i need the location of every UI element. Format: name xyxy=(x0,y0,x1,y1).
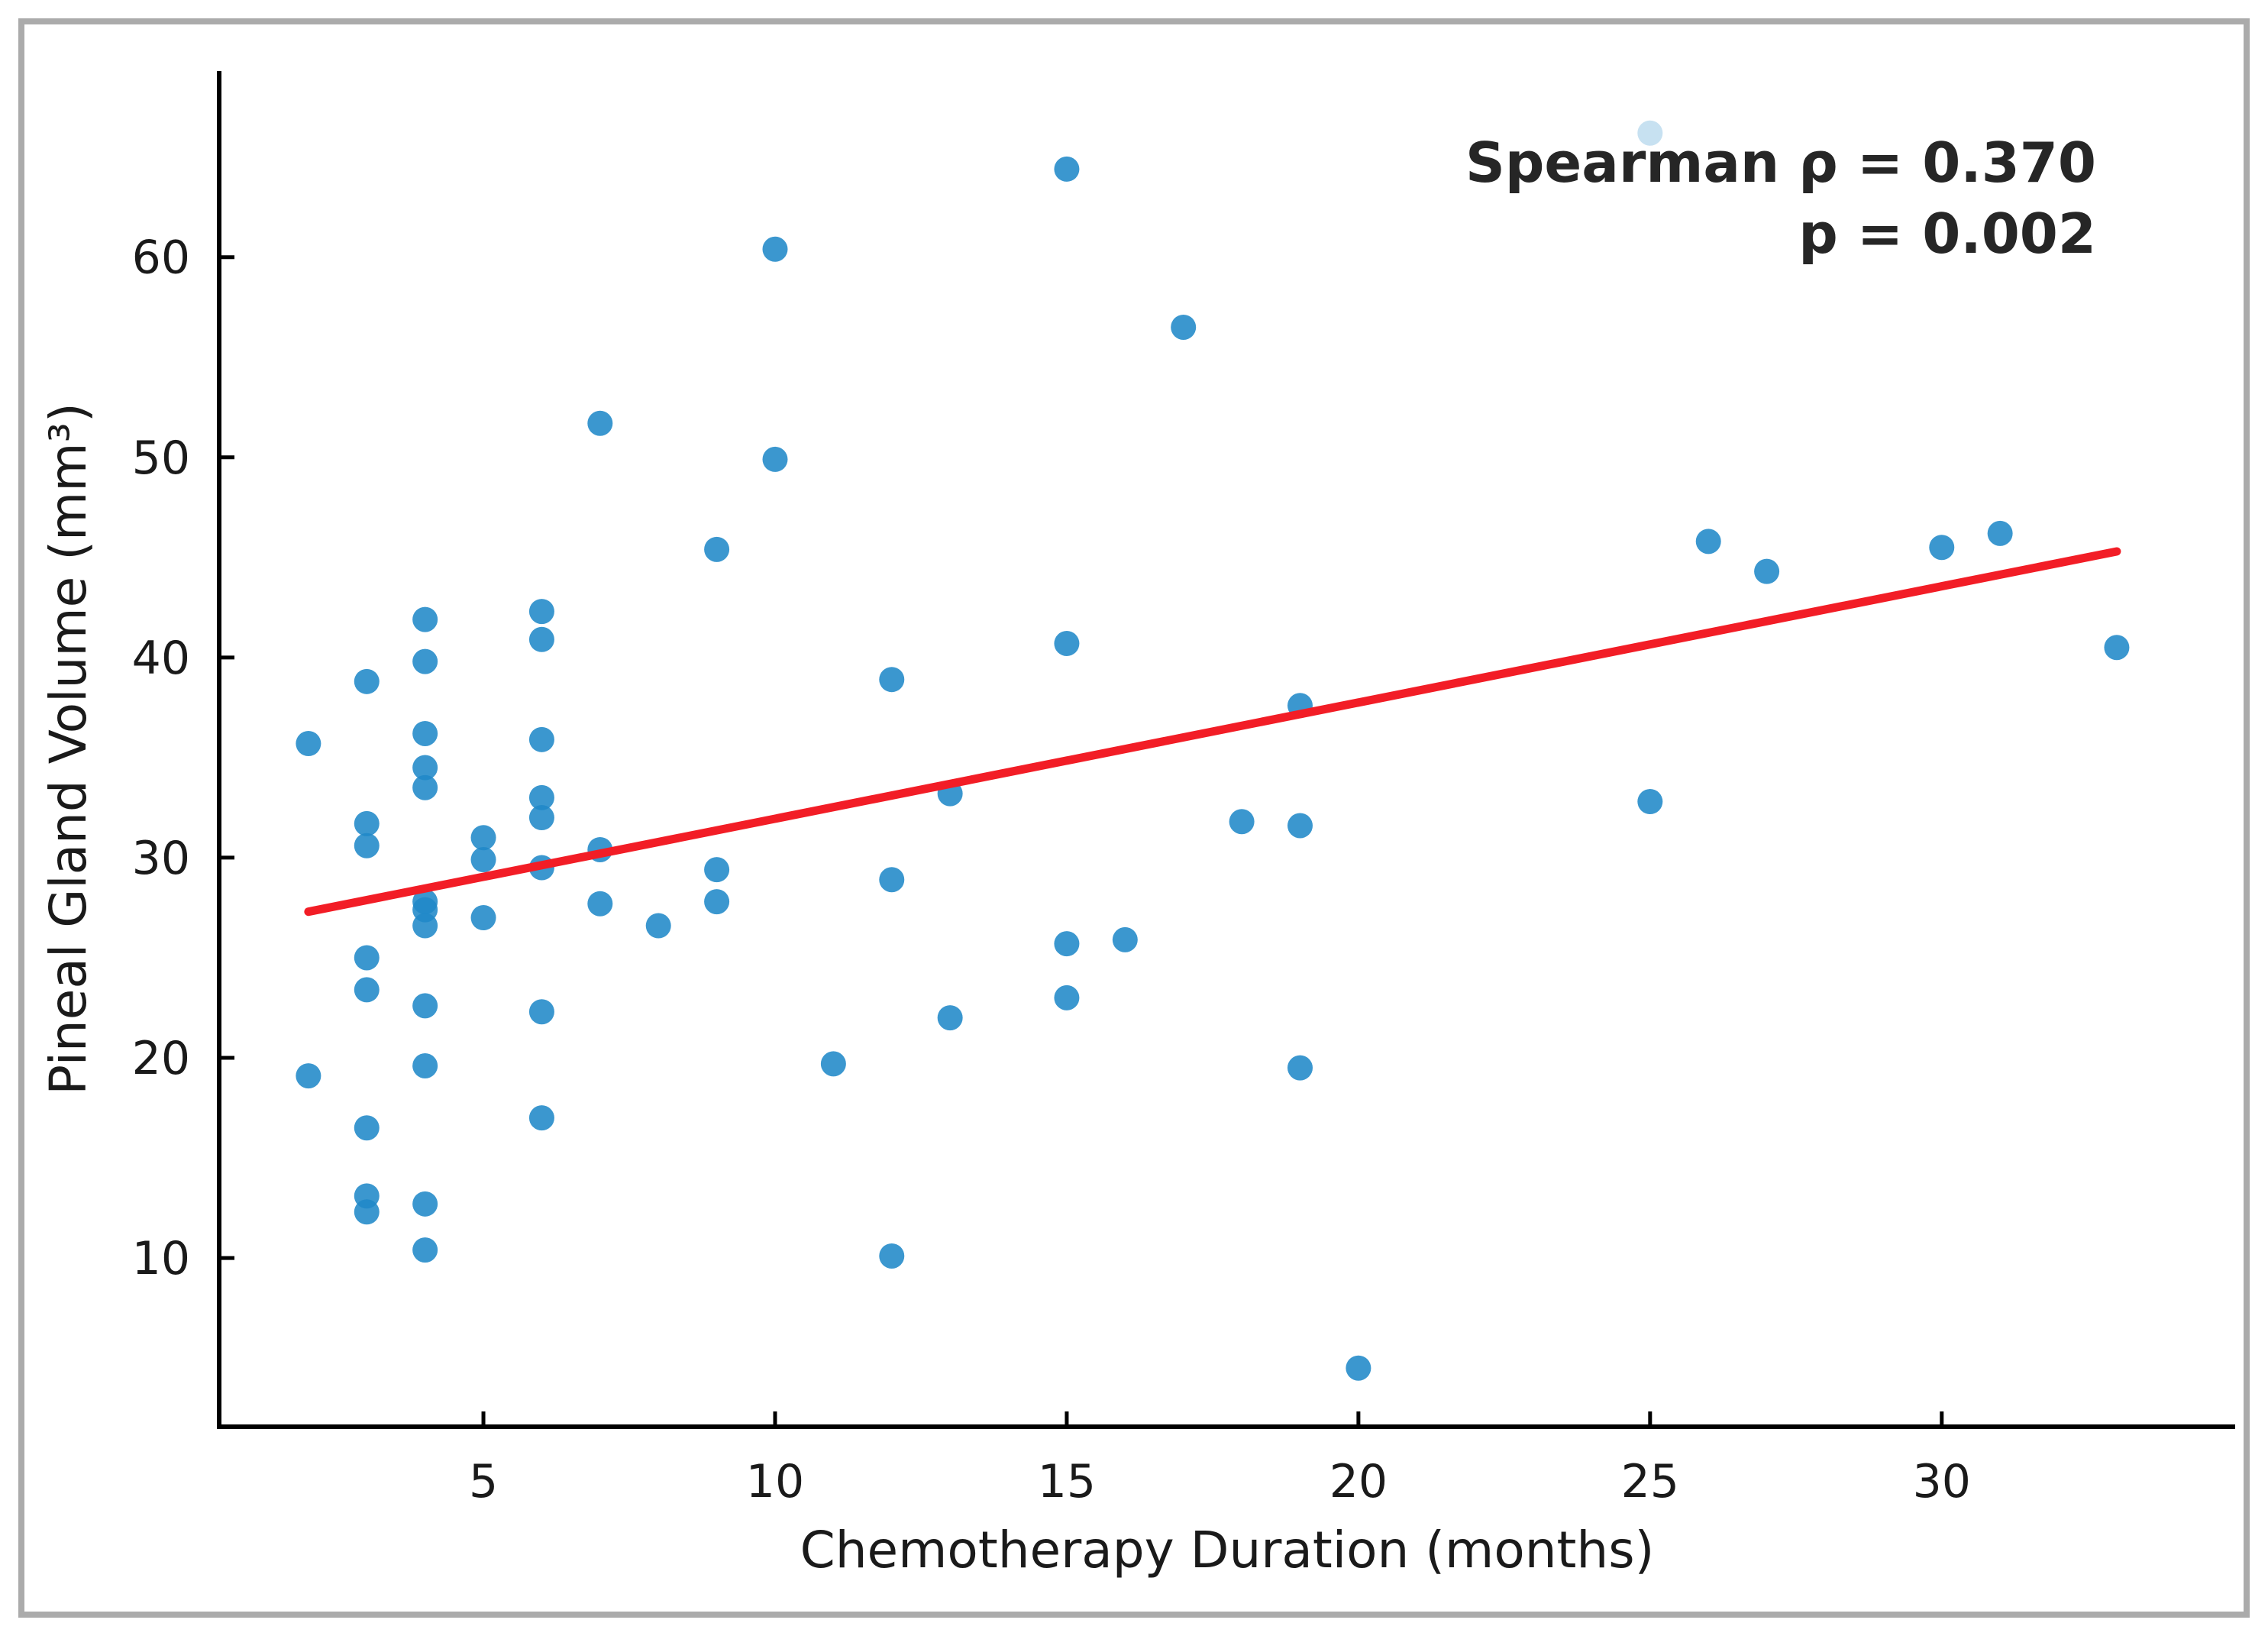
scatter-point xyxy=(412,755,438,781)
x-tick-label: 5 xyxy=(469,1455,498,1508)
scatter-point xyxy=(762,446,788,472)
x-tick-label: 25 xyxy=(1621,1455,1679,1508)
scatter-point xyxy=(704,857,730,883)
scatter-point xyxy=(354,668,380,694)
scatter-point xyxy=(704,889,730,915)
scatter-point xyxy=(820,1051,846,1077)
scatter-point xyxy=(1929,535,1955,561)
y-tick-label: 50 xyxy=(132,432,190,485)
scatter-point xyxy=(1287,1055,1313,1081)
scatter-point xyxy=(587,410,613,436)
scatter-point xyxy=(470,847,496,873)
scatter-point xyxy=(1171,314,1197,340)
scatter-point xyxy=(528,1105,554,1131)
scatter-point xyxy=(1695,529,1721,554)
scatter-point xyxy=(354,833,380,858)
regression-line xyxy=(304,547,2121,917)
scatter-point xyxy=(879,1243,905,1269)
regression-line-layer xyxy=(304,547,2121,917)
scatter-point xyxy=(704,536,730,562)
x-axis-label: Chemotherapy Duration (months) xyxy=(800,1521,1655,1579)
scatter-point xyxy=(1987,520,2013,546)
scatter-point xyxy=(412,993,438,1019)
scatter-point xyxy=(2104,635,2130,661)
annotation-spearman-rho: Spearman ρ = 0.370 xyxy=(1465,131,2096,195)
y-tick-label: 20 xyxy=(132,1032,190,1085)
scatter-point xyxy=(528,626,554,652)
scatter-point xyxy=(354,810,380,836)
scatter-point xyxy=(412,1191,438,1217)
scatter-point xyxy=(1754,558,1780,584)
scatter-point xyxy=(354,1115,380,1141)
scatter-point xyxy=(296,731,321,757)
scatter-point xyxy=(528,999,554,1025)
faded-scatter-point xyxy=(1637,120,1663,146)
scatter-point xyxy=(1054,985,1080,1010)
y-tick-label: 60 xyxy=(132,231,190,285)
scatter-point xyxy=(412,1237,438,1263)
y-tick-label: 40 xyxy=(132,632,190,685)
annotation-p-value: p = 0.002 xyxy=(1798,202,2096,266)
scatter-point xyxy=(412,648,438,674)
scatter-point xyxy=(412,774,438,800)
scatter-point xyxy=(1346,1355,1371,1381)
y-axis-label: Pineal Gland Volume (mm³) xyxy=(39,403,98,1095)
scatter-point xyxy=(1054,631,1080,657)
scatter-point xyxy=(412,720,438,746)
scatter-point xyxy=(470,825,496,851)
scatter-point xyxy=(879,867,905,893)
scatter-point xyxy=(528,805,554,831)
x-tick-label: 15 xyxy=(1038,1455,1096,1508)
x-tick-label: 10 xyxy=(746,1455,804,1508)
scatter-point xyxy=(1054,156,1080,182)
scatter-point xyxy=(587,891,613,917)
scatter-point xyxy=(296,1063,321,1089)
scatter-point xyxy=(762,236,788,262)
scatter-point xyxy=(354,1199,380,1225)
scatter-point xyxy=(354,945,380,971)
x-tick-label: 30 xyxy=(1913,1455,1971,1508)
scatter-point xyxy=(528,726,554,752)
x-tick-label: 20 xyxy=(1329,1455,1388,1508)
scatter-point xyxy=(937,1005,963,1031)
scatter-point xyxy=(1637,789,1663,815)
scatter-point xyxy=(412,1052,438,1078)
scatter-point xyxy=(645,913,671,939)
scatter-point xyxy=(1054,931,1080,957)
y-tick-label: 10 xyxy=(132,1232,190,1285)
scatter-point xyxy=(1287,813,1313,839)
y-tick-label: 30 xyxy=(132,832,190,885)
scatter-point xyxy=(528,599,554,625)
scatter-point xyxy=(879,667,905,693)
scatter-point xyxy=(528,784,554,810)
figure-border xyxy=(18,18,2250,1618)
scatter-point xyxy=(412,913,438,939)
scatter-point xyxy=(1112,926,1138,952)
axes-layer: 5 10 15 20 25 30 10 20 30 40 50 60 xyxy=(132,71,2235,1508)
scatter-point xyxy=(1229,809,1255,835)
scatter-point xyxy=(354,977,380,1003)
scatter-point xyxy=(412,606,438,632)
scatter-points-layer xyxy=(296,120,2130,1381)
scatter-point xyxy=(470,905,496,931)
